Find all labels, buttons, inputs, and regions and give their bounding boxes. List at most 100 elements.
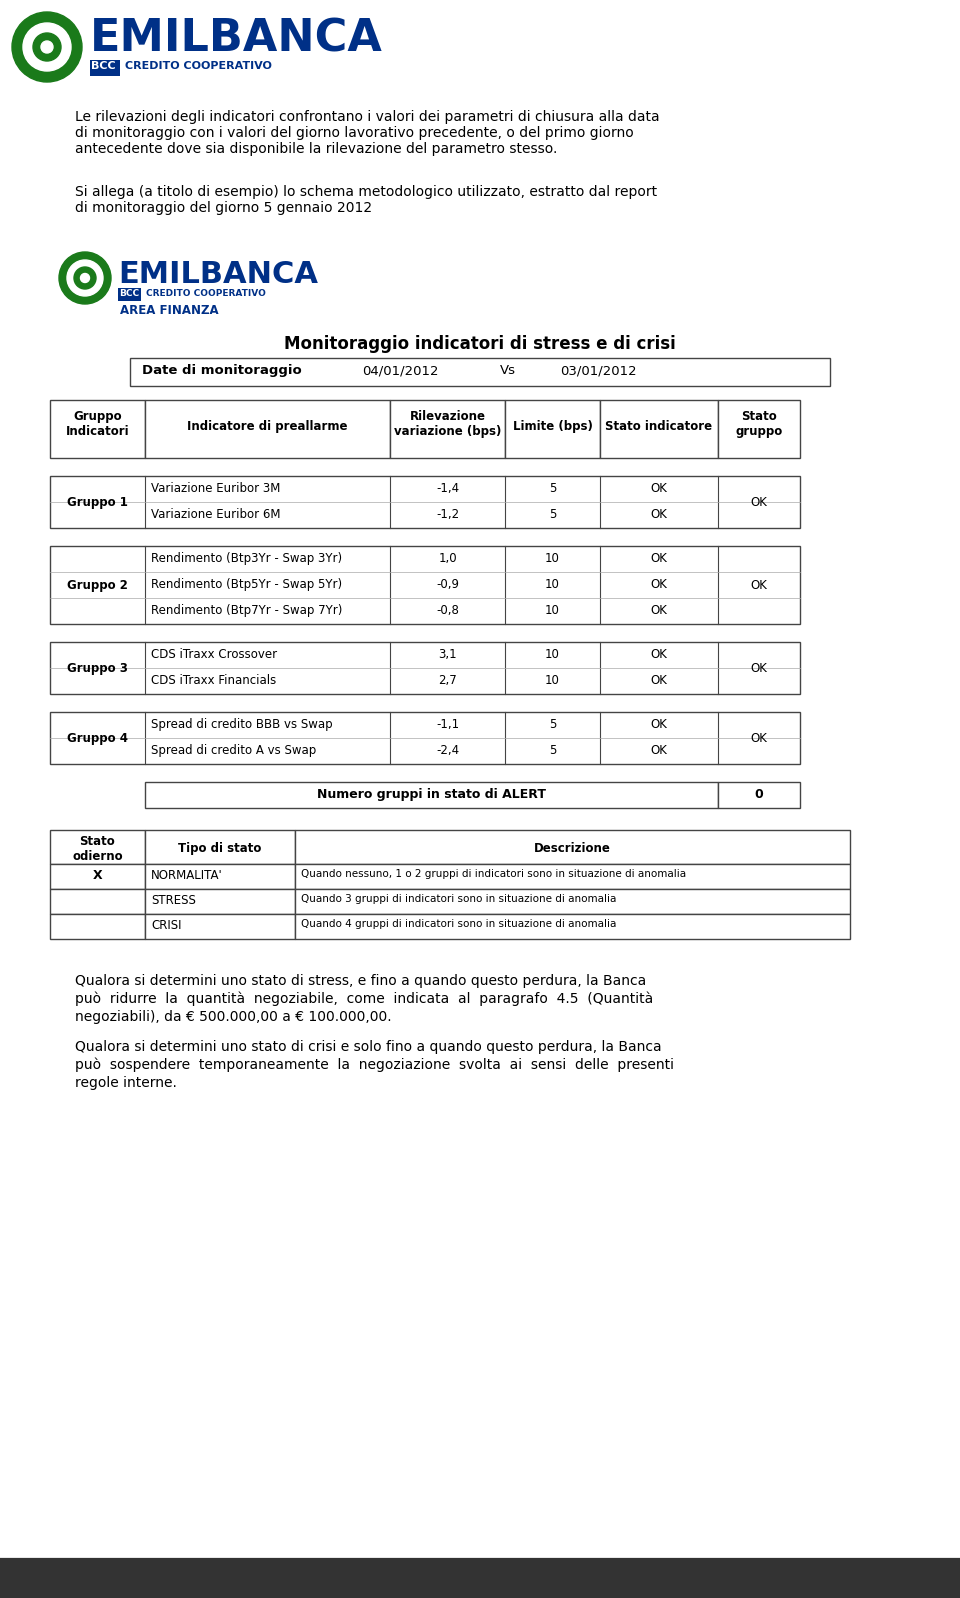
Text: 10: 10 xyxy=(545,578,560,591)
Text: OK: OK xyxy=(651,745,667,757)
Text: 04/01/2012: 04/01/2012 xyxy=(362,364,439,377)
Text: regole interne.: regole interne. xyxy=(75,1075,177,1090)
Circle shape xyxy=(81,273,89,283)
Text: 10: 10 xyxy=(545,649,560,662)
Text: OK: OK xyxy=(651,551,667,566)
Bar xyxy=(145,865,295,888)
Text: Quando nessuno, 1 o 2 gruppi di indicatori sono in situazione di anomalia: Quando nessuno, 1 o 2 gruppi di indicato… xyxy=(301,869,686,879)
Text: Variazione Euribor 6M: Variazione Euribor 6M xyxy=(151,508,280,521)
Text: Gruppo 3: Gruppo 3 xyxy=(67,662,128,674)
Text: -1,1: -1,1 xyxy=(436,718,459,730)
Text: -1,2: -1,2 xyxy=(436,508,459,521)
Bar xyxy=(50,476,800,527)
Bar xyxy=(50,914,145,940)
Text: -2,4: -2,4 xyxy=(436,745,459,757)
Text: BCC: BCC xyxy=(119,289,139,297)
Text: Rendimento (Btp5Yr - Swap 5Yr): Rendimento (Btp5Yr - Swap 5Yr) xyxy=(151,578,342,591)
Text: Gruppo 1: Gruppo 1 xyxy=(67,495,128,510)
Bar xyxy=(718,781,800,809)
Bar xyxy=(145,781,718,809)
Bar xyxy=(718,400,800,459)
Text: Numero gruppi in stato di ALERT: Numero gruppi in stato di ALERT xyxy=(317,788,546,801)
Text: Monitoraggio indicatori di stress e di crisi: Monitoraggio indicatori di stress e di c… xyxy=(284,336,676,353)
Text: OK: OK xyxy=(651,718,667,730)
Bar xyxy=(295,914,850,940)
Text: 10: 10 xyxy=(545,551,560,566)
Text: 10: 10 xyxy=(545,674,560,687)
Text: Le rilevazioni degli indicatori confrontano i valori dei parametri di chiusura a: Le rilevazioni degli indicatori confront… xyxy=(75,110,660,157)
Text: STRESS: STRESS xyxy=(151,893,196,908)
Text: EMILBANCA: EMILBANCA xyxy=(90,18,383,61)
Text: CDS iTraxx Financials: CDS iTraxx Financials xyxy=(151,674,276,687)
Circle shape xyxy=(12,13,82,81)
Text: 5: 5 xyxy=(549,508,556,521)
Circle shape xyxy=(41,42,53,53)
Text: CDS iTraxx Crossover: CDS iTraxx Crossover xyxy=(151,649,277,662)
Text: 2,7: 2,7 xyxy=(438,674,457,687)
Text: Stato indicatore: Stato indicatore xyxy=(606,420,712,433)
Text: CREDITO COOPERATIVO: CREDITO COOPERATIVO xyxy=(146,289,266,297)
Bar xyxy=(390,400,505,459)
Text: EMILBANCA: EMILBANCA xyxy=(118,260,318,289)
Bar xyxy=(50,829,145,865)
Text: Vs: Vs xyxy=(500,364,516,377)
Bar xyxy=(295,865,850,888)
Text: Spread di credito BBB vs Swap: Spread di credito BBB vs Swap xyxy=(151,718,332,730)
Text: 03/01/2012: 03/01/2012 xyxy=(560,364,636,377)
Circle shape xyxy=(33,34,61,61)
Circle shape xyxy=(67,260,103,296)
Text: Tipo di stato: Tipo di stato xyxy=(179,842,262,855)
Text: Rendimento (Btp7Yr - Swap 7Yr): Rendimento (Btp7Yr - Swap 7Yr) xyxy=(151,604,343,617)
Text: OK: OK xyxy=(751,578,767,591)
Text: Quando 4 gruppi di indicatori sono in situazione di anomalia: Quando 4 gruppi di indicatori sono in si… xyxy=(301,919,616,928)
Bar xyxy=(145,888,295,914)
Text: può  sospendere  temporaneamente  la  negoziazione  svolta  ai  sensi  delle  pr: può sospendere temporaneamente la negozi… xyxy=(75,1058,674,1072)
Text: Date di monitoraggio: Date di monitoraggio xyxy=(142,364,301,377)
Text: Rendimento (Btp3Yr - Swap 3Yr): Rendimento (Btp3Yr - Swap 3Yr) xyxy=(151,551,342,566)
Bar xyxy=(50,713,800,764)
Bar xyxy=(145,400,390,459)
Text: 5: 5 xyxy=(549,718,556,730)
Text: 10: 10 xyxy=(545,604,560,617)
Text: X: X xyxy=(93,869,103,882)
Text: Qualora si determini uno stato di stress, e fino a quando questo perdura, la Ban: Qualora si determini uno stato di stress… xyxy=(75,975,646,988)
Text: 5: 5 xyxy=(549,483,556,495)
Text: Stato
gruppo: Stato gruppo xyxy=(735,411,782,438)
Circle shape xyxy=(23,22,71,70)
Circle shape xyxy=(59,252,111,304)
Text: CRISI: CRISI xyxy=(151,919,181,932)
Text: NORMALITA': NORMALITA' xyxy=(151,869,223,882)
Text: Quando 3 gruppi di indicatori sono in situazione di anomalia: Quando 3 gruppi di indicatori sono in si… xyxy=(301,893,616,904)
Bar xyxy=(600,400,718,459)
Text: 5: 5 xyxy=(549,745,556,757)
Text: 0: 0 xyxy=(755,788,763,801)
Text: 1,0: 1,0 xyxy=(438,551,457,566)
Text: Limite (bps): Limite (bps) xyxy=(513,420,592,433)
Text: Indicatore di preallarme: Indicatore di preallarme xyxy=(187,420,348,433)
Text: OK: OK xyxy=(651,578,667,591)
Text: OK: OK xyxy=(651,508,667,521)
Text: CREDITO COOPERATIVO: CREDITO COOPERATIVO xyxy=(125,61,272,70)
Text: Gruppo 4: Gruppo 4 xyxy=(67,732,128,745)
Text: può  ridurre  la  quantità  negoziabile,  come  indicata  al  paragrafo  4.5  (Q: può ridurre la quantità negoziabile, com… xyxy=(75,992,653,1007)
Bar xyxy=(118,288,141,300)
Text: Variazione Euribor 3M: Variazione Euribor 3M xyxy=(151,483,280,495)
Text: Gruppo
Indicatori: Gruppo Indicatori xyxy=(65,411,130,438)
Bar xyxy=(50,400,145,459)
Text: OK: OK xyxy=(751,732,767,745)
Text: -0,8: -0,8 xyxy=(436,604,459,617)
Bar xyxy=(50,642,800,694)
Text: Qualora si determini uno stato di crisi e solo fino a quando questo perdura, la : Qualora si determini uno stato di crisi … xyxy=(75,1040,661,1055)
Text: OK: OK xyxy=(651,674,667,687)
Text: 3,1: 3,1 xyxy=(438,649,457,662)
Bar xyxy=(50,547,800,623)
Text: OK: OK xyxy=(651,649,667,662)
Bar xyxy=(50,865,145,888)
Text: Si allega (a titolo di esempio) lo schema metodologico utilizzato, estratto dal : Si allega (a titolo di esempio) lo schem… xyxy=(75,185,658,216)
Text: 11/15: 11/15 xyxy=(899,1568,940,1580)
Text: Descrizione: Descrizione xyxy=(534,842,611,855)
Text: POLITICY VALUTAZIONE, PRINCING E NEGOZIAZIONE PRESTITI OBBLIGAZIONARI: POLITICY VALUTAZIONE, PRINCING E NEGOZIA… xyxy=(18,1568,611,1580)
Text: Gruppo 2: Gruppo 2 xyxy=(67,578,128,591)
Bar xyxy=(50,888,145,914)
Text: Stato
odierno: Stato odierno xyxy=(72,836,123,863)
